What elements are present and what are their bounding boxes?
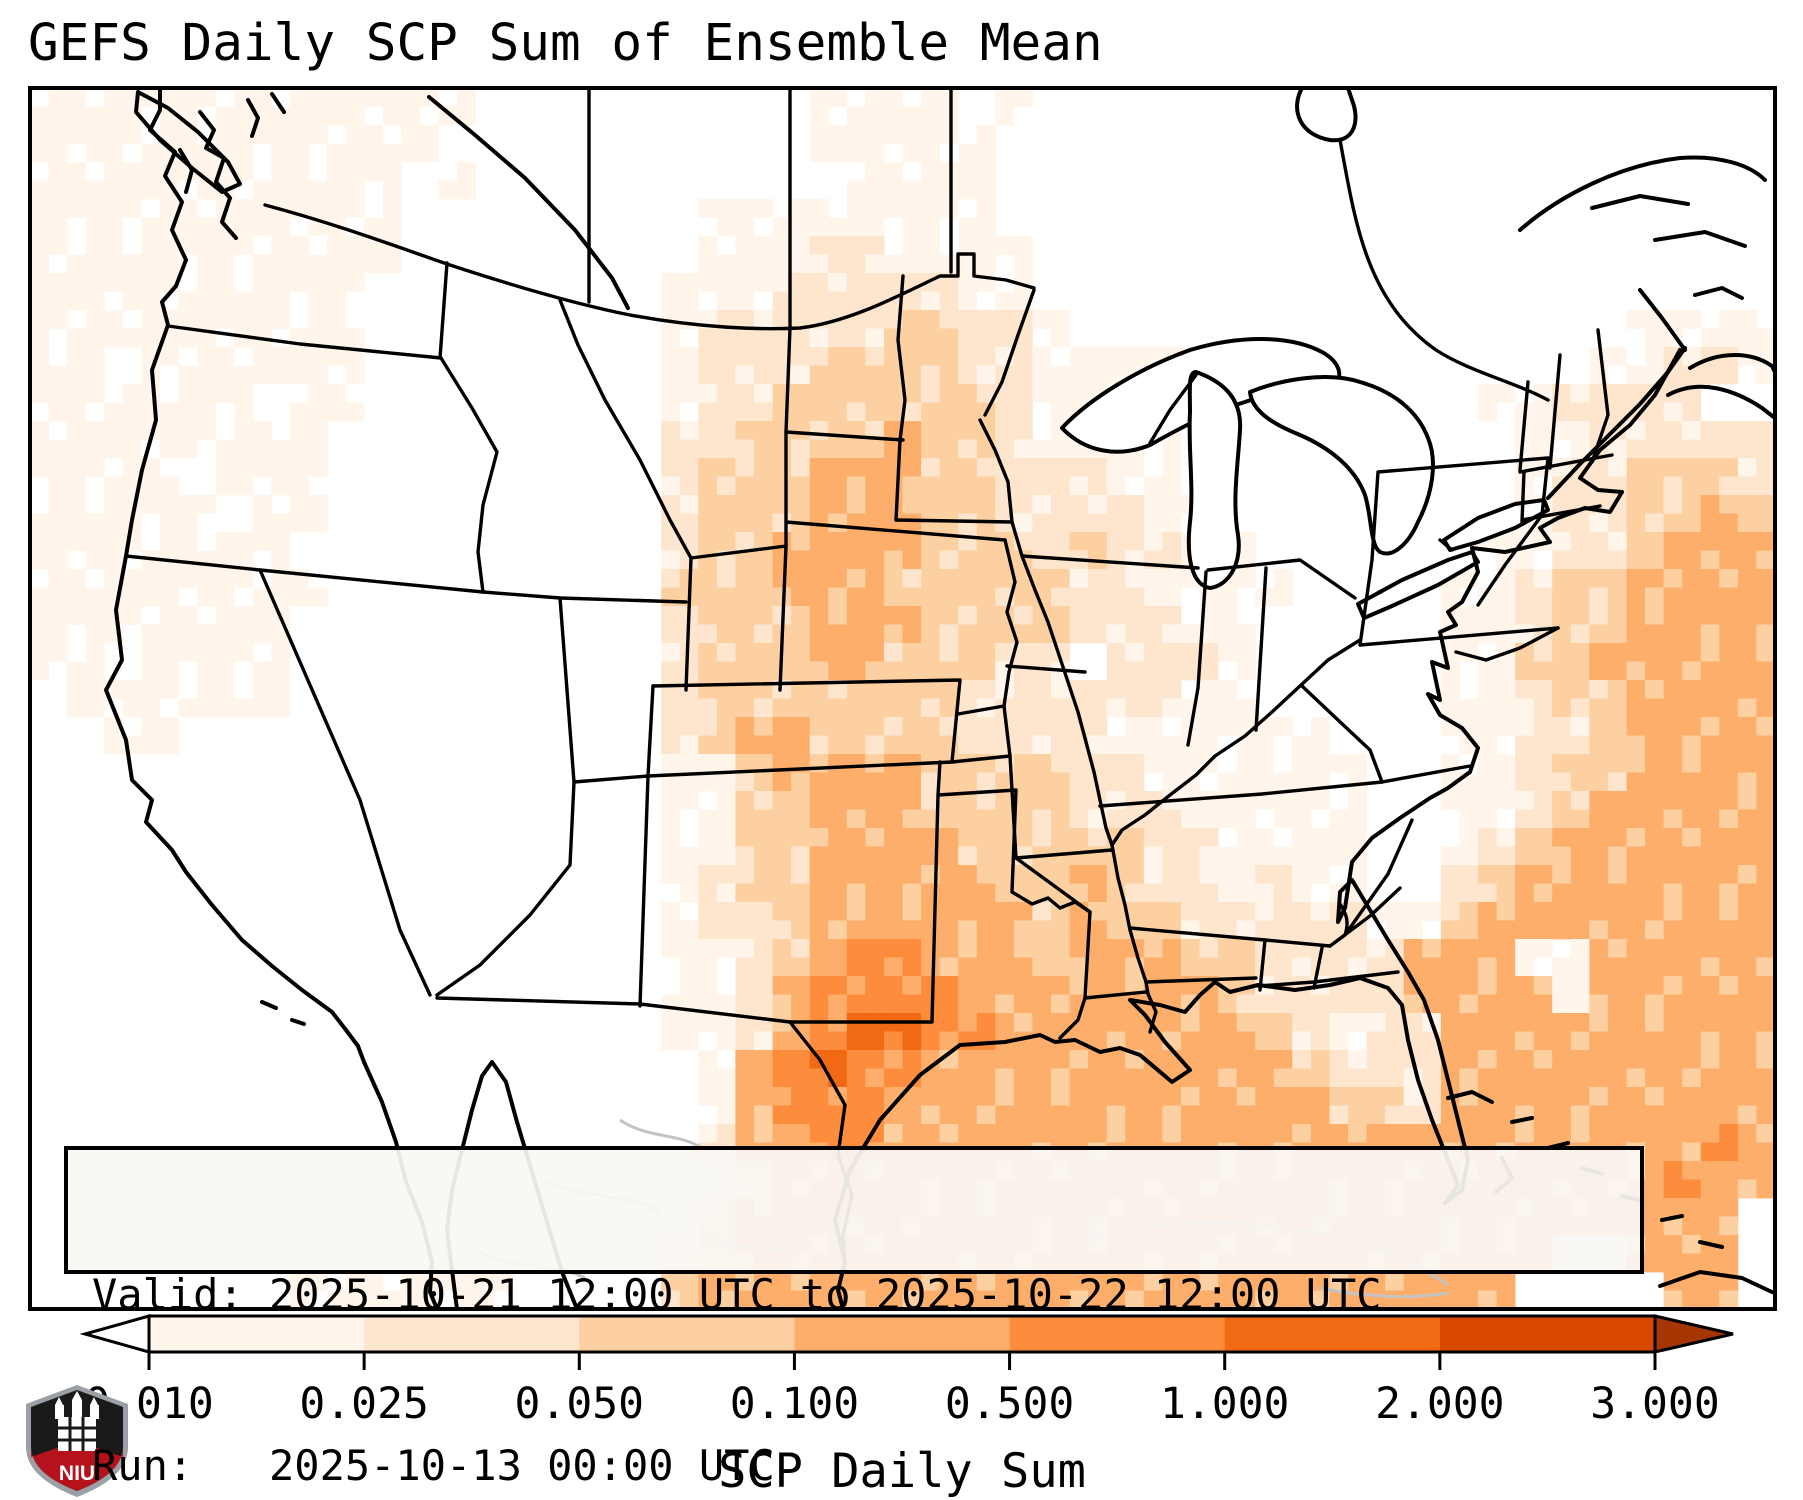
coastlines bbox=[104, 88, 1775, 1309]
niu-castle-windows bbox=[58, 1417, 96, 1451]
colorbar-tick-3.000: 3.000 bbox=[1590, 1379, 1719, 1429]
colorbar-tick-0.050: 0.050 bbox=[515, 1379, 644, 1429]
valid-run-info-box: Valid: 2025-10-21 12:00 UTC to 2025-10-2… bbox=[64, 1146, 1644, 1490]
colorbar-axis-label: SCP Daily Sum bbox=[718, 1444, 1086, 1499]
niu-logo-text: NIU bbox=[59, 1462, 95, 1485]
colorbar-tick-1.000: 1.000 bbox=[1160, 1379, 1289, 1429]
colorbar-tick-0.100: 0.100 bbox=[730, 1379, 859, 1429]
niu-shield-chevron bbox=[31, 1441, 123, 1491]
page-title: GEFS Daily SCP Sum of Ensemble Mean bbox=[28, 14, 1103, 73]
colorbar-tick-2.000: 2.000 bbox=[1375, 1379, 1504, 1429]
colorbar bbox=[79, 1314, 1734, 1354]
colorbar-tick-labels: 0.010 0.025 0.050 0.100 0.500 1.000 2.000 3.000 bbox=[84, 1352, 1720, 1429]
state-borders bbox=[124, 88, 1614, 1264]
valid-time-text: Valid: 2025-10-21 12:00 UTC to 2025-10-2… bbox=[92, 1270, 1382, 1319]
niu-castle-icon bbox=[55, 1391, 99, 1451]
map-frame bbox=[28, 86, 1777, 1311]
colorbar-tick-0.025: 0.025 bbox=[299, 1379, 428, 1429]
niu-logo: NIU bbox=[26, 1385, 128, 1497]
colorbar-tick-0.500: 0.500 bbox=[945, 1379, 1074, 1429]
run-time-text: Run: 2025-10-13 00:00 UTC bbox=[92, 1441, 775, 1490]
